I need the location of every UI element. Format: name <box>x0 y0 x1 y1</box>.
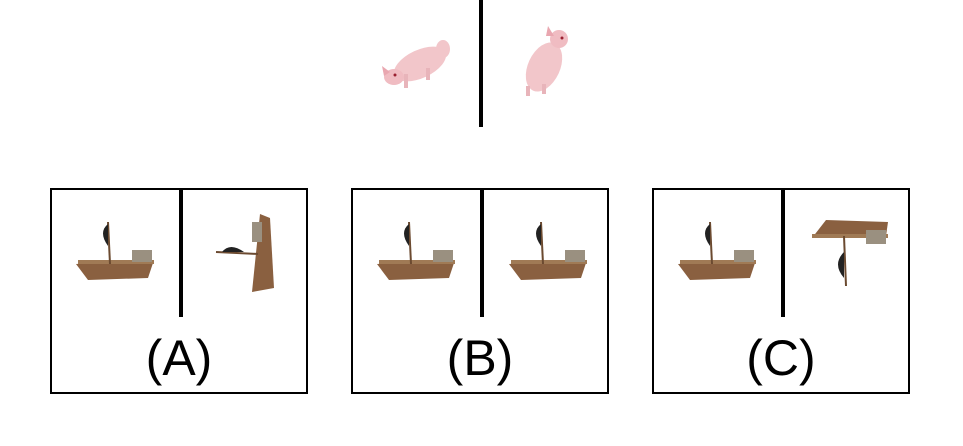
option-b-label: (B) <box>446 330 514 386</box>
pirate-ship-upside-down-icon <box>812 220 888 287</box>
pirate-ship-rotated-90-icon <box>215 214 274 292</box>
option-a-divider <box>179 190 183 317</box>
option-c-label: (C) <box>746 330 816 386</box>
option-a-label: (A) <box>145 330 213 386</box>
example-pair <box>360 20 600 120</box>
pirate-ship-icon <box>678 221 756 280</box>
option-b-panel[interactable]: (B) <box>351 188 609 394</box>
option-c-panel[interactable]: (C) <box>652 188 910 394</box>
pig-rotated-icon <box>525 26 568 96</box>
example-divider <box>479 0 483 127</box>
pirate-ship-icon <box>76 221 154 280</box>
option-c-divider <box>781 190 785 317</box>
pirate-ship-icon <box>377 221 455 280</box>
option-a-panel[interactable]: (A) <box>50 188 308 394</box>
pig-facing-left-icon <box>382 40 450 88</box>
pirate-ship-icon <box>509 221 587 280</box>
option-b-divider <box>480 190 484 317</box>
